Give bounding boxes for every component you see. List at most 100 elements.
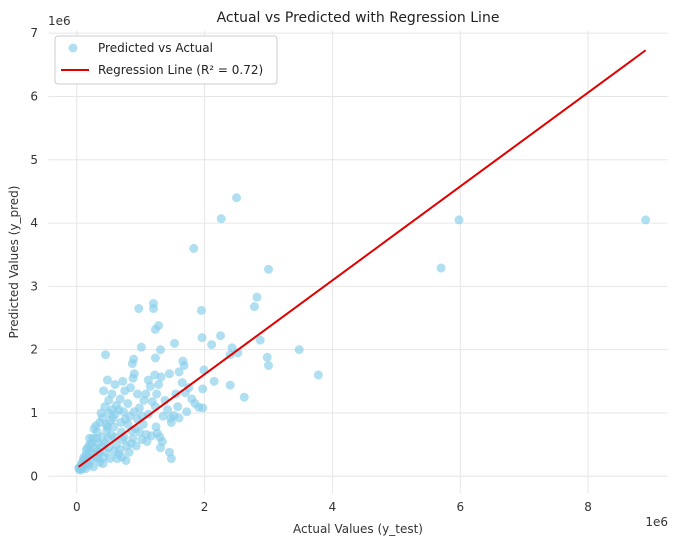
data-point bbox=[118, 376, 128, 386]
data-point bbox=[264, 264, 274, 274]
data-point bbox=[177, 378, 187, 388]
data-point bbox=[264, 360, 274, 370]
data-point bbox=[139, 395, 149, 405]
x-tick-label: 0 bbox=[73, 500, 81, 514]
data-point bbox=[125, 383, 135, 393]
data-point bbox=[209, 376, 219, 386]
legend-box bbox=[54, 35, 278, 85]
data-point bbox=[239, 392, 249, 402]
data-point bbox=[158, 411, 168, 421]
x-offset-label: 1e6 bbox=[645, 515, 668, 529]
y-tick-label: 7 bbox=[30, 26, 38, 40]
x-tick-label: 4 bbox=[329, 500, 337, 514]
data-point bbox=[93, 454, 103, 464]
x-tick-label: 2 bbox=[201, 500, 209, 514]
data-point bbox=[216, 331, 226, 341]
data-point bbox=[198, 384, 208, 394]
legend: Predicted vs Actual Regression Line (R² … bbox=[54, 35, 278, 85]
data-point bbox=[232, 193, 242, 203]
data-point bbox=[127, 359, 137, 369]
data-point bbox=[255, 335, 265, 345]
x-tick-label: 6 bbox=[456, 500, 464, 514]
data-point bbox=[179, 360, 189, 370]
data-point bbox=[190, 398, 200, 408]
y-tick-label: 0 bbox=[30, 469, 38, 483]
data-point bbox=[132, 389, 142, 399]
data-point bbox=[436, 263, 446, 273]
data-point bbox=[109, 446, 119, 456]
data-point bbox=[154, 379, 164, 389]
data-point bbox=[148, 304, 158, 314]
data-point bbox=[313, 370, 323, 380]
data-point bbox=[249, 302, 259, 312]
data-point bbox=[225, 380, 235, 390]
data-point bbox=[104, 395, 114, 405]
data-point bbox=[85, 433, 95, 443]
data-point bbox=[99, 386, 109, 396]
y-tick-label: 1 bbox=[30, 406, 38, 420]
plot-frame bbox=[47, 29, 669, 495]
data-point bbox=[196, 305, 206, 315]
data-point bbox=[197, 333, 207, 343]
data-point bbox=[156, 372, 166, 382]
data-point bbox=[129, 369, 139, 379]
chart-title: Actual vs Predicted with Regression Line bbox=[217, 10, 500, 26]
data-point bbox=[155, 443, 165, 453]
data-point bbox=[198, 403, 208, 413]
data-point bbox=[150, 324, 160, 334]
data-point bbox=[143, 375, 153, 385]
data-point bbox=[155, 345, 165, 355]
y-tick-label: 3 bbox=[30, 279, 38, 293]
x-tick-labels: 0 2 4 6 8 bbox=[73, 500, 592, 514]
data-point bbox=[101, 350, 111, 360]
x-axis-label: Actual Values (y_test) bbox=[293, 522, 423, 536]
data-point bbox=[89, 424, 99, 434]
data-point bbox=[294, 345, 304, 355]
legend-label-line: Regression Line (R² = 0.72) bbox=[98, 63, 263, 77]
y-tick-label: 2 bbox=[30, 343, 38, 357]
data-point bbox=[174, 413, 184, 423]
data-point bbox=[104, 408, 114, 418]
data-point bbox=[147, 397, 157, 407]
data-point bbox=[92, 433, 102, 443]
data-point bbox=[262, 352, 272, 362]
data-point bbox=[121, 455, 131, 465]
data-point bbox=[189, 243, 199, 253]
data-point bbox=[118, 407, 128, 417]
data-point bbox=[102, 422, 112, 432]
grid-layer bbox=[48, 30, 668, 494]
data-point bbox=[152, 389, 162, 399]
data-point bbox=[123, 398, 133, 408]
legend-label-scatter: Predicted vs Actual bbox=[98, 41, 213, 55]
data-point bbox=[182, 407, 192, 417]
data-point bbox=[207, 340, 217, 350]
data-point bbox=[134, 304, 144, 314]
line-layer bbox=[78, 49, 647, 468]
data-point bbox=[454, 215, 464, 225]
data-point bbox=[641, 215, 651, 225]
y-tick-label: 4 bbox=[30, 216, 38, 230]
y-offset-label: 1e6 bbox=[48, 14, 71, 28]
data-point bbox=[166, 417, 176, 427]
data-point bbox=[150, 353, 160, 363]
data-point bbox=[164, 369, 174, 379]
y-tick-labels: 0 1 2 3 4 5 6 7 bbox=[30, 26, 38, 483]
data-point bbox=[252, 292, 262, 302]
data-point bbox=[101, 447, 111, 457]
regression-line bbox=[78, 49, 647, 468]
data-point bbox=[131, 441, 141, 451]
data-point bbox=[136, 342, 146, 352]
y-tick-label: 5 bbox=[30, 153, 38, 167]
points-layer bbox=[74, 193, 651, 475]
data-point bbox=[142, 436, 152, 446]
data-point bbox=[163, 405, 173, 415]
plot-area bbox=[47, 29, 669, 495]
data-point bbox=[173, 402, 183, 412]
data-point bbox=[166, 454, 176, 464]
data-point bbox=[170, 338, 180, 348]
y-tick-label: 6 bbox=[30, 89, 38, 103]
x-tick-label: 8 bbox=[584, 500, 592, 514]
data-point bbox=[102, 375, 112, 385]
data-point bbox=[81, 445, 91, 455]
